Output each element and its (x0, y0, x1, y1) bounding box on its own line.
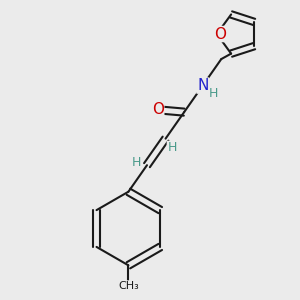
Text: N: N (197, 78, 208, 93)
Text: H: H (131, 156, 141, 169)
Text: H: H (209, 87, 218, 100)
Text: O: O (152, 102, 164, 117)
Text: O: O (214, 26, 226, 41)
Text: CH₃: CH₃ (118, 281, 139, 291)
Text: H: H (167, 141, 177, 154)
